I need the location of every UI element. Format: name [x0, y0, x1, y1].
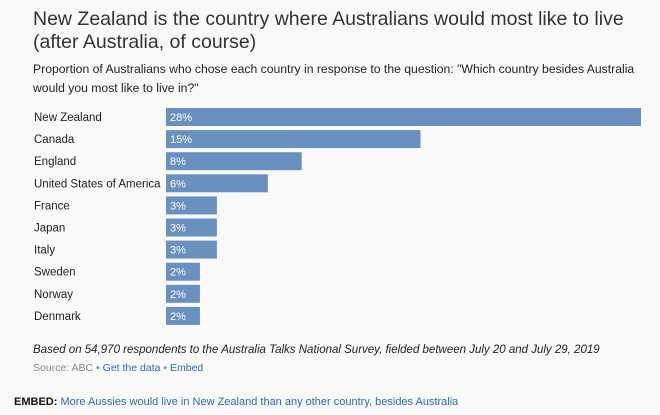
survey-note: Based on 54,970 respondents to the Austr…: [33, 344, 600, 356]
bar: [166, 152, 302, 171]
bar: [166, 306, 200, 325]
data-label: 2%: [170, 289, 186, 301]
embed-label: EMBED:: [14, 396, 58, 408]
bar: [166, 174, 268, 193]
category-label: Norway: [34, 289, 73, 301]
category-label: Italy: [34, 245, 55, 257]
chart-title: New Zealand is the country where Austral…: [33, 8, 624, 53]
data-label: 3%: [170, 223, 186, 235]
bar: [166, 218, 217, 237]
bar: [166, 108, 641, 126]
category-label: New Zealand: [34, 112, 102, 124]
separator: •: [163, 362, 168, 374]
category-label: Denmark: [34, 311, 81, 323]
data-label: 2%: [170, 311, 186, 323]
data-label: 3%: [170, 200, 186, 212]
bar: [166, 284, 200, 303]
data-label: 8%: [170, 156, 186, 168]
bar: [166, 240, 217, 259]
data-label: 28%: [170, 112, 192, 124]
embed-link[interactable]: Embed: [169, 362, 204, 374]
bar: [166, 262, 200, 281]
category-label: United States of America: [34, 178, 161, 190]
chart-subtitle: Proportion of Australians who chose each…: [33, 62, 635, 95]
bar-chart: New Zealand 28% Canada 15% England 8% United S…: [34, 108, 641, 325]
category-label: France: [34, 200, 70, 212]
get-data-link[interactable]: Get the data: [102, 362, 161, 374]
source-line: Source: ABC • Get the data • Embed: [33, 362, 203, 374]
data-label: 6%: [170, 178, 186, 190]
bar: [166, 196, 217, 215]
data-label: 2%: [170, 267, 186, 279]
data-label: 3%: [170, 245, 186, 257]
embed-article-link[interactable]: More Aussies would live in New Zealand t…: [60, 396, 459, 408]
source-text: Source: ABC: [33, 362, 94, 374]
bar: [166, 130, 421, 149]
data-label: 15%: [170, 134, 192, 146]
category-label: Canada: [34, 134, 75, 146]
separator: •: [96, 362, 100, 374]
category-label: Sweden: [34, 267, 76, 279]
embed-line: EMBED: More Aussies would live in New Ze…: [14, 396, 458, 408]
category-label: Japan: [34, 223, 65, 235]
category-label: England: [34, 156, 76, 168]
